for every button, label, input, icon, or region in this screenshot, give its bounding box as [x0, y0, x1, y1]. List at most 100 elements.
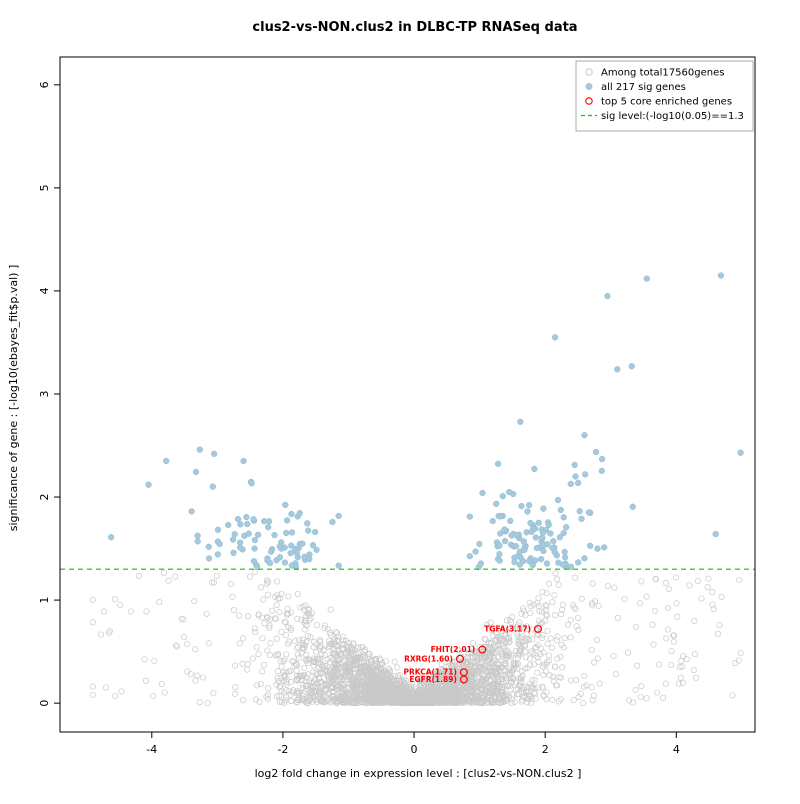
background-point — [239, 697, 246, 704]
background-point — [255, 651, 262, 658]
background-point — [664, 626, 671, 633]
background-point — [691, 651, 698, 658]
background-point — [290, 687, 297, 694]
background-point — [531, 677, 538, 684]
background-point — [89, 619, 96, 626]
background-point — [465, 670, 472, 677]
background-point — [266, 622, 273, 629]
background-point — [652, 575, 659, 582]
background-point — [665, 585, 672, 593]
legend-marker-top-genes — [585, 97, 593, 105]
significant-point — [643, 275, 650, 282]
y-tick-label: 3 — [38, 390, 51, 397]
significant-point — [192, 468, 200, 476]
background-point — [573, 623, 580, 630]
background-point — [380, 681, 388, 688]
significant-point — [243, 513, 250, 521]
significant-point — [188, 508, 195, 515]
background-point — [391, 658, 398, 665]
background-point — [559, 601, 566, 608]
background-point — [319, 662, 326, 669]
background-point — [542, 617, 549, 624]
background-point — [325, 670, 332, 677]
background-point — [534, 630, 542, 637]
background-point — [516, 650, 523, 657]
background-point — [503, 635, 510, 642]
background-point — [392, 685, 399, 692]
background-point — [260, 596, 267, 603]
background-point — [487, 692, 494, 699]
background-point — [187, 671, 195, 678]
background-point — [160, 569, 168, 576]
significant-point — [614, 366, 621, 373]
background-point — [690, 667, 697, 674]
background-point — [555, 581, 562, 588]
background-point — [165, 577, 172, 584]
background-point — [294, 615, 301, 622]
background-point — [551, 663, 558, 670]
background-point — [391, 686, 398, 694]
background-point — [322, 687, 329, 694]
background-point — [643, 593, 650, 600]
background-point — [392, 698, 400, 705]
significant-point — [329, 518, 336, 526]
background-point — [546, 672, 553, 679]
significant-point — [296, 509, 303, 517]
background-point — [213, 572, 220, 579]
background-point — [543, 696, 550, 703]
background-point — [292, 661, 299, 668]
background-point — [257, 681, 264, 688]
background-point — [407, 698, 414, 706]
background-point — [474, 655, 481, 662]
background-point — [668, 648, 675, 655]
background-point — [340, 685, 347, 692]
significant-point — [526, 558, 533, 565]
significant-point — [276, 554, 284, 561]
background-point — [251, 569, 258, 576]
background-point — [371, 662, 378, 670]
background-point — [485, 684, 492, 691]
background-point — [348, 682, 355, 689]
background-point — [343, 662, 350, 669]
background-point — [326, 637, 333, 644]
significant-point — [524, 508, 531, 515]
background-point — [546, 580, 553, 587]
background-point — [539, 685, 547, 692]
background-point — [333, 697, 340, 704]
background-point — [346, 655, 353, 662]
background-point — [355, 655, 362, 662]
background-point — [445, 667, 452, 674]
top-gene-label: TGFA(3.17) — [484, 624, 531, 633]
background-point — [328, 693, 335, 700]
background-point — [97, 631, 105, 638]
background-point — [117, 601, 124, 609]
background-point — [277, 682, 284, 689]
background-point — [394, 664, 401, 671]
background-point — [283, 678, 290, 686]
background-point — [494, 688, 501, 695]
background-point — [567, 677, 574, 684]
background-point — [480, 656, 487, 663]
background-point — [518, 675, 525, 682]
background-point — [313, 699, 320, 706]
background-point — [528, 648, 535, 655]
background-point — [305, 606, 313, 613]
background-point — [691, 617, 698, 624]
significant-point — [587, 542, 594, 549]
background-point — [266, 624, 273, 631]
background-point — [310, 668, 317, 675]
background-point — [334, 630, 341, 637]
background-point — [354, 699, 361, 707]
background-point — [150, 692, 157, 699]
background-point — [263, 577, 271, 584]
background-point — [344, 647, 352, 654]
significant-point — [494, 460, 502, 467]
background-point — [506, 693, 513, 700]
background-point — [610, 652, 617, 660]
significant-point — [550, 538, 557, 545]
background-point — [446, 659, 453, 666]
background-point — [539, 588, 546, 596]
background-point — [284, 605, 291, 612]
background-point — [308, 679, 315, 686]
